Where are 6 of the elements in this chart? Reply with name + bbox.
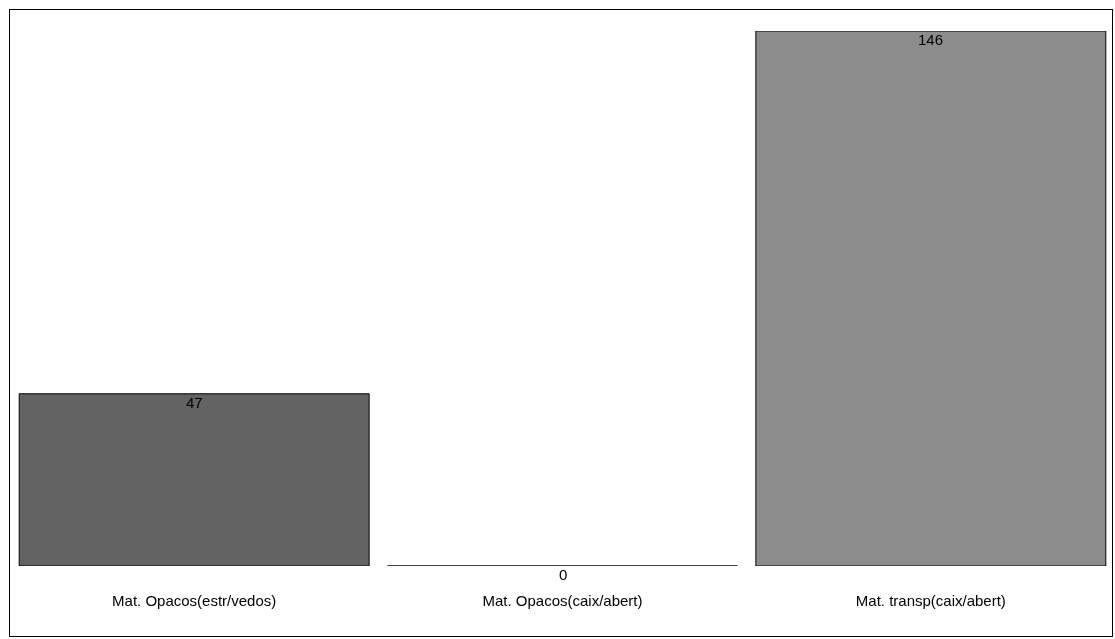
data-label: 47 xyxy=(186,394,203,411)
data-label: 0 xyxy=(559,566,568,583)
x-tick-label: Mat. Opacos(estr/vedos) xyxy=(112,592,277,609)
x-tick-label: Mat. transp(caix/abert) xyxy=(855,592,1006,609)
x-tick-label: Mat. Opacos(caix/abert) xyxy=(482,592,643,609)
data-label: 146 xyxy=(918,31,944,48)
